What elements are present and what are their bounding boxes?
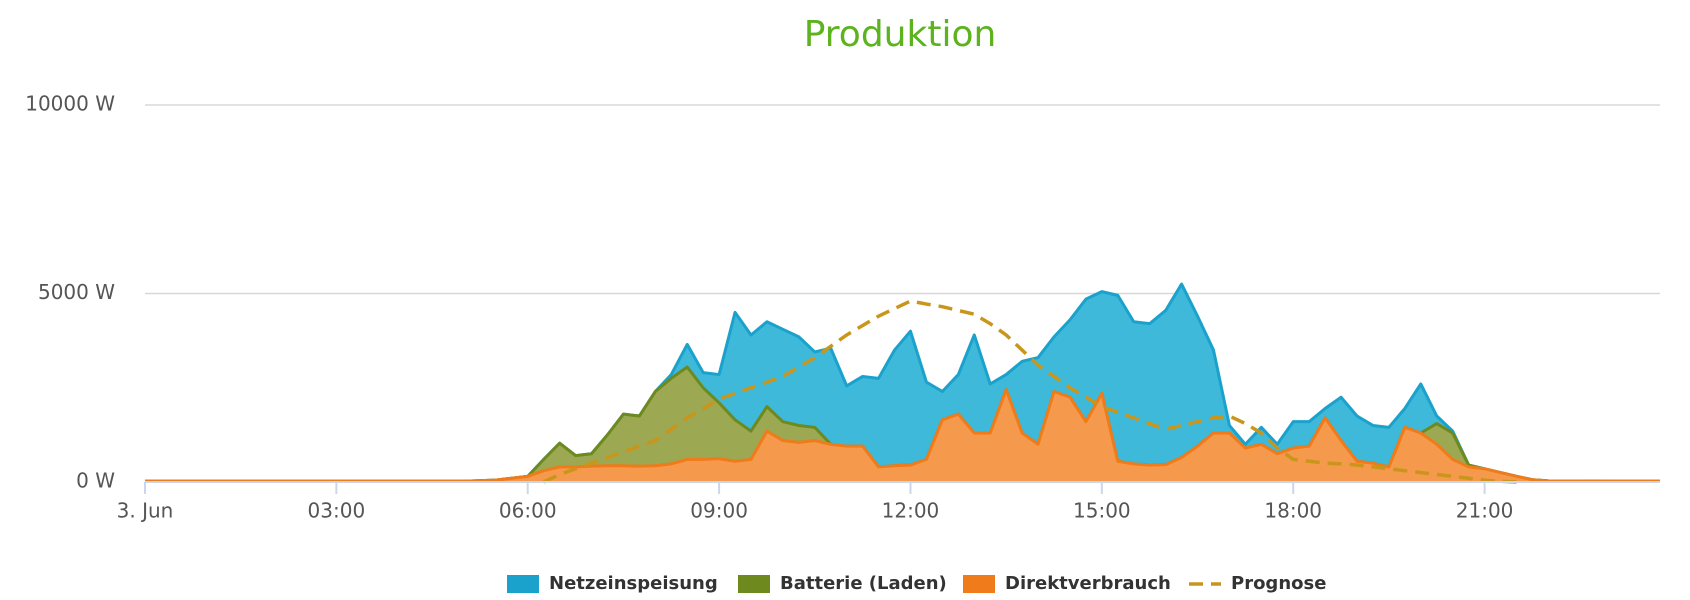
- legend-label: Netzeinspeisung: [549, 573, 718, 594]
- x-tick-label: 09:00: [690, 499, 748, 523]
- x-tick-label: 06:00: [499, 499, 557, 523]
- area-edge: [145, 388, 1660, 483]
- x-tick-label: 03:00: [308, 499, 366, 523]
- area: [145, 389, 1660, 482]
- legend-label: Prognose: [1231, 573, 1326, 594]
- legend-label: Direktverbrauch: [1005, 573, 1171, 594]
- x-tick-label: 12:00: [882, 499, 940, 523]
- y-tick-label: 10000 W: [25, 92, 115, 116]
- y-tick-label: 0 W: [76, 469, 115, 493]
- x-tick-label: 3. Jun: [117, 499, 174, 523]
- x-tick-label: 15:00: [1073, 499, 1131, 523]
- chart-title: Produktion: [804, 14, 997, 55]
- y-tick-label: 5000 W: [38, 280, 115, 304]
- legend-symbol: [963, 575, 995, 593]
- x-tick-label: 21:00: [1456, 499, 1514, 523]
- x-tick-label: 18:00: [1264, 499, 1322, 523]
- legend-label: Batterie (Laden): [780, 573, 947, 594]
- area: [145, 284, 1660, 482]
- legend-symbol: [507, 575, 539, 593]
- legend-symbol: [738, 575, 770, 593]
- forecast-line: [542, 299, 1517, 484]
